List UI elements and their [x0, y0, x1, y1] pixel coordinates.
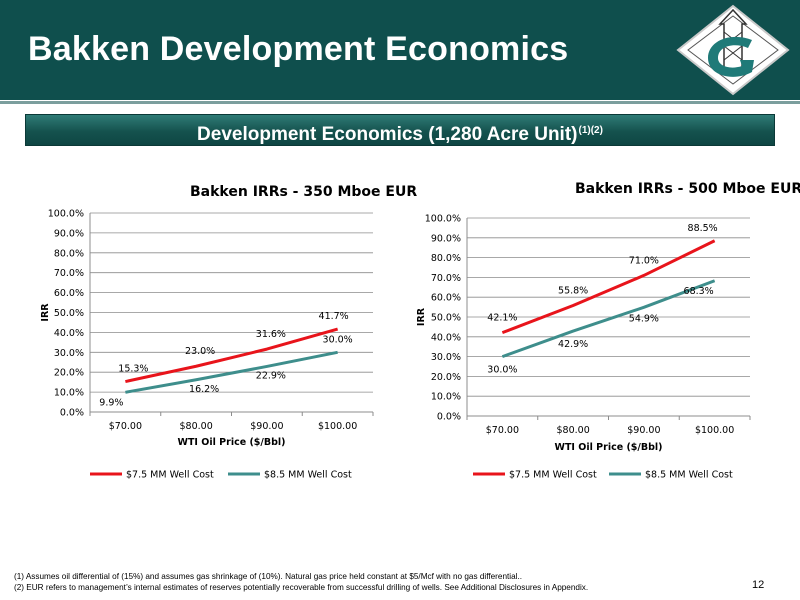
- series-line-b: [125, 350, 338, 394]
- x-tick-label: $80.00: [180, 421, 213, 432]
- x-tick-label: $100.00: [318, 421, 357, 432]
- y-tick-label: 40.0%: [54, 328, 84, 339]
- y-tick-label: 20.0%: [54, 368, 84, 379]
- data-label: 68.3%: [684, 286, 714, 297]
- y-tick-label: 90.0%: [431, 233, 461, 244]
- banner-footnote-ref: (1)(2): [578, 125, 603, 136]
- header-divider: [0, 101, 800, 104]
- y-tick-label: 0.0%: [60, 408, 84, 419]
- legend-label: $8.5 MM Well Cost: [645, 470, 733, 481]
- footnote-1: (1) Assumes oil differential of (15%) an…: [14, 572, 523, 581]
- data-label: 42.9%: [558, 339, 588, 350]
- chart-title: Bakken IRRs - 500 Mboe EUR: [575, 181, 800, 197]
- y-tick-label: 60.0%: [431, 293, 461, 304]
- data-label: 88.5%: [688, 223, 718, 234]
- x-axis-label: WTI Oil Price ($/Bbl): [554, 442, 662, 453]
- series-line-a: [125, 327, 339, 384]
- data-label: 23.0%: [185, 346, 215, 357]
- legend-label: $7.5 MM Well Cost: [126, 470, 214, 481]
- header-bar: [0, 0, 800, 100]
- y-axis-label: IRR: [416, 307, 427, 326]
- data-label: 22.9%: [256, 370, 286, 381]
- series-line-a: [501, 239, 716, 335]
- x-tick-label: $80.00: [557, 425, 590, 436]
- y-tick-label: 10.0%: [54, 388, 84, 399]
- page-number: 12: [752, 579, 765, 591]
- x-tick-label: $90.00: [627, 425, 660, 436]
- y-tick-label: 80.0%: [54, 248, 84, 259]
- y-axis-label: IRR: [40, 303, 51, 322]
- series-line-b: [501, 279, 716, 359]
- data-label: 15.3%: [118, 364, 148, 375]
- y-tick-label: 50.0%: [431, 313, 461, 324]
- slide-title: Bakken Development Economics: [28, 30, 569, 68]
- data-label: 9.9%: [99, 397, 123, 408]
- x-axis-label: WTI Oil Price ($/Bbl): [177, 437, 285, 448]
- data-label: 30.0%: [323, 334, 353, 345]
- y-tick-label: 90.0%: [54, 228, 84, 239]
- footnote-2: (2) EUR refers to management’s internal …: [14, 583, 589, 592]
- y-tick-label: 30.0%: [54, 348, 84, 359]
- company-logo-icon: [676, 4, 790, 96]
- y-tick-label: 20.0%: [431, 372, 461, 383]
- chart-title: Bakken IRRs - 350 Mboe EUR: [190, 184, 417, 200]
- data-label: 71.0%: [629, 255, 659, 266]
- footnotes: (1) Assumes oil differential of (15%) an…: [14, 571, 734, 593]
- y-tick-label: 60.0%: [54, 288, 84, 299]
- data-label: 55.8%: [558, 286, 588, 297]
- y-tick-label: 70.0%: [431, 273, 461, 284]
- data-label: 41.7%: [319, 311, 349, 322]
- y-tick-label: 0.0%: [437, 412, 461, 423]
- legend-label: $8.5 MM Well Cost: [264, 470, 352, 481]
- y-tick-label: 70.0%: [54, 268, 84, 279]
- y-tick-label: 100.0%: [48, 209, 84, 220]
- y-tick-label: 50.0%: [54, 308, 84, 319]
- legend-label: $7.5 MM Well Cost: [509, 470, 597, 481]
- y-tick-label: 30.0%: [431, 352, 461, 363]
- data-label: 16.2%: [189, 384, 219, 395]
- y-tick-label: 80.0%: [431, 253, 461, 264]
- x-tick-label: $70.00: [109, 421, 142, 432]
- data-label: 30.0%: [487, 365, 517, 376]
- banner-title: Development Economics (1,280 Acre Unit): [197, 124, 578, 145]
- y-tick-label: 10.0%: [431, 392, 461, 403]
- y-tick-label: 100.0%: [425, 214, 461, 225]
- section-banner: Development Economics (1,280 Acre Unit)(…: [25, 114, 775, 146]
- data-label: 54.9%: [629, 313, 659, 324]
- x-tick-label: $90.00: [250, 421, 283, 432]
- y-tick-label: 40.0%: [431, 332, 461, 343]
- data-label: 42.1%: [487, 313, 517, 324]
- data-label: 31.6%: [256, 329, 286, 340]
- x-tick-label: $70.00: [486, 425, 519, 436]
- x-tick-label: $100.00: [695, 425, 734, 436]
